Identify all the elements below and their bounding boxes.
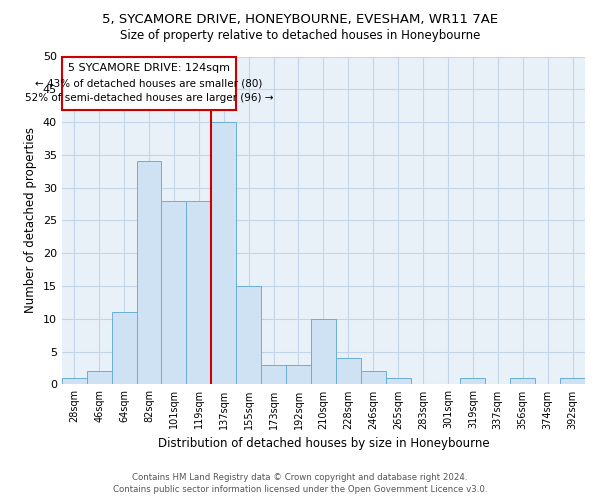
Text: Contains HM Land Registry data © Crown copyright and database right 2024.
Contai: Contains HM Land Registry data © Crown c… — [113, 472, 487, 494]
Text: 5 SYCAMORE DRIVE: 124sqm: 5 SYCAMORE DRIVE: 124sqm — [68, 64, 230, 74]
Bar — [211, 122, 236, 384]
Bar — [161, 201, 187, 384]
Text: ← 43% of detached houses are smaller (80): ← 43% of detached houses are smaller (80… — [35, 78, 263, 88]
Bar — [460, 378, 485, 384]
Bar — [86, 372, 112, 384]
Bar — [112, 312, 137, 384]
Bar — [336, 358, 361, 384]
Bar — [560, 378, 585, 384]
Text: Size of property relative to detached houses in Honeybourne: Size of property relative to detached ho… — [120, 29, 480, 42]
Bar — [137, 162, 161, 384]
Bar — [236, 286, 261, 384]
Bar — [510, 378, 535, 384]
Bar — [361, 372, 386, 384]
Y-axis label: Number of detached properties: Number of detached properties — [24, 128, 37, 314]
Bar — [386, 378, 410, 384]
Text: 52% of semi-detached houses are larger (96) →: 52% of semi-detached houses are larger (… — [25, 94, 273, 104]
Bar — [286, 365, 311, 384]
Bar — [187, 201, 211, 384]
Bar — [261, 365, 286, 384]
Bar — [311, 319, 336, 384]
Bar — [62, 378, 86, 384]
FancyBboxPatch shape — [62, 56, 236, 110]
Text: 5, SYCAMORE DRIVE, HONEYBOURNE, EVESHAM, WR11 7AE: 5, SYCAMORE DRIVE, HONEYBOURNE, EVESHAM,… — [102, 12, 498, 26]
X-axis label: Distribution of detached houses by size in Honeybourne: Distribution of detached houses by size … — [158, 437, 489, 450]
